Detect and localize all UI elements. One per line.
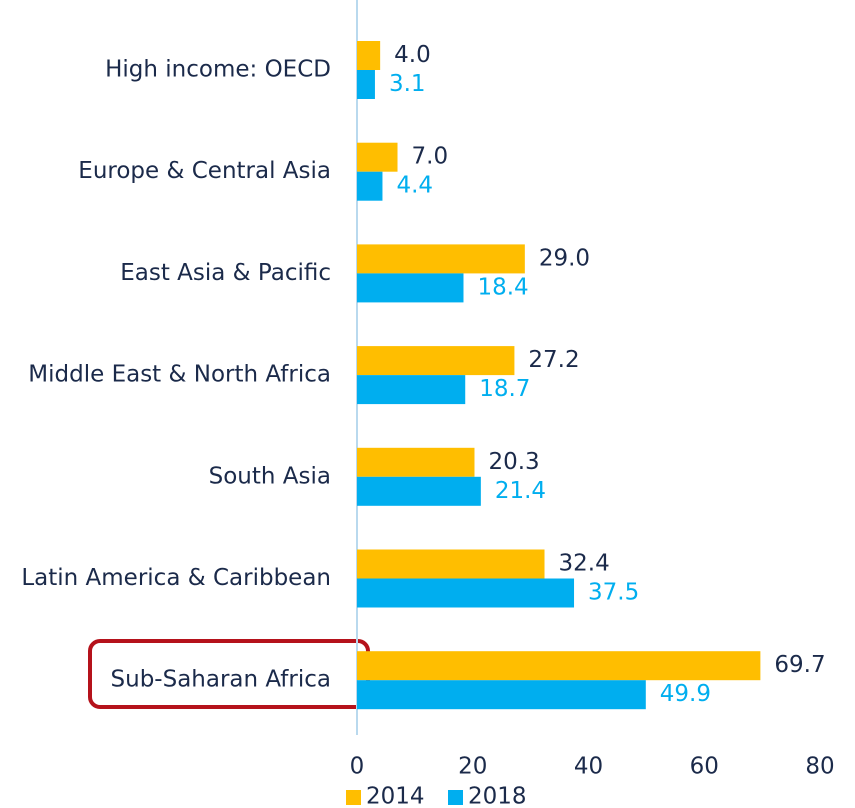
value-label: 7.0 xyxy=(412,144,449,170)
bar xyxy=(357,244,525,274)
x-tick-label: 40 xyxy=(574,754,603,780)
value-label: 18.4 xyxy=(477,274,528,300)
value-label: 4.0 xyxy=(394,42,431,68)
bar xyxy=(357,142,398,172)
x-tick-label: 0 xyxy=(350,754,365,780)
legend-label: 2018 xyxy=(468,784,527,808)
value-label: 69.7 xyxy=(774,652,825,678)
value-label: 20.3 xyxy=(488,449,539,475)
legend-swatch xyxy=(346,790,361,805)
value-label: 32.4 xyxy=(559,551,610,577)
bar xyxy=(357,41,381,70)
bar xyxy=(357,70,375,99)
bar xyxy=(357,476,481,506)
bar xyxy=(357,680,646,710)
category-label: High income: OECD xyxy=(105,57,331,83)
value-label: 21.4 xyxy=(495,478,546,504)
category-label: Sub-Saharan Africa xyxy=(111,667,331,693)
bar xyxy=(357,273,464,303)
bar xyxy=(357,171,383,201)
bar xyxy=(357,549,545,579)
value-label: 27.2 xyxy=(528,347,579,373)
value-label: 49.9 xyxy=(660,681,711,707)
value-label: 4.4 xyxy=(396,173,433,199)
x-tick-label: 20 xyxy=(458,754,487,780)
category-label: South Asia xyxy=(209,463,331,489)
value-label: 18.7 xyxy=(479,376,530,402)
value-label: 29.0 xyxy=(539,245,590,271)
legend-swatch xyxy=(448,790,463,805)
category-label: East Asia & Pacific xyxy=(120,260,331,286)
x-tick-label: 60 xyxy=(690,754,719,780)
category-label: Europe & Central Asia xyxy=(78,158,331,184)
bar xyxy=(357,346,515,376)
category-label: Latin America & Caribbean xyxy=(21,565,331,591)
bar xyxy=(357,375,466,405)
x-tick-label: 80 xyxy=(805,754,834,780)
legend-label: 2014 xyxy=(366,784,425,808)
value-label: 37.5 xyxy=(588,580,639,606)
category-label: Middle East & North Africa xyxy=(28,362,331,388)
bar xyxy=(357,651,761,681)
bar xyxy=(357,578,575,608)
value-label: 3.1 xyxy=(389,71,426,97)
bar xyxy=(357,447,475,477)
